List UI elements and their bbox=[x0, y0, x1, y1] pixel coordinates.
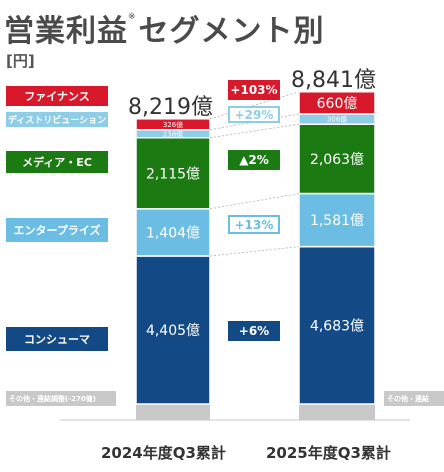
data-label-distribution-1: 306億 bbox=[327, 115, 347, 124]
growth-badge-consumer: +6% bbox=[228, 321, 280, 341]
data-label-media-ec-0: 2,115億 bbox=[146, 166, 200, 182]
data-label-distribution-0: 238億 bbox=[163, 129, 183, 138]
data-label-enterprise-0: 1,404億 bbox=[146, 225, 200, 241]
growth-badge-media-ec: ▲2% bbox=[228, 150, 280, 170]
other-adjustment-label-right: その他・連結 bbox=[384, 391, 444, 406]
data-label-finance-1: 660億 bbox=[317, 96, 358, 112]
legend-enterprise: エンタープライズ bbox=[6, 218, 108, 242]
bar-segment-consumer-0 bbox=[135, 255, 211, 405]
growth-badge-finance: +103% bbox=[228, 80, 280, 100]
data-label-finance-0: 326億 bbox=[163, 120, 183, 129]
bar-segment-other-0 bbox=[136, 404, 210, 420]
connector-media-ec bbox=[209, 123, 300, 139]
data-label-consumer-1: 4,683億 bbox=[310, 318, 364, 334]
legend-distribution: ディストリビューション bbox=[6, 112, 108, 127]
bar-segment-other-1 bbox=[299, 404, 375, 420]
bar-segment-media-ec-0 bbox=[135, 137, 211, 210]
connector-finance bbox=[209, 91, 300, 120]
connector-enterprise bbox=[209, 193, 300, 210]
bar-total-0: 8,219億 bbox=[128, 94, 213, 120]
bar-segment-finance-0 bbox=[135, 118, 211, 131]
bar-segment-finance-1 bbox=[298, 91, 376, 115]
growth-badge-enterprise: +13% bbox=[228, 215, 280, 234]
connector-consumer bbox=[209, 246, 300, 257]
bar-segment-enterprise-1 bbox=[298, 192, 376, 248]
other-adjustment-label-left: その他・連結調整(-270億) bbox=[6, 391, 116, 406]
data-label-consumer-0: 4,405億 bbox=[146, 323, 200, 339]
bar-total-1: 8,841億 bbox=[291, 67, 376, 93]
chart-title: 営業利益※セグメント別 bbox=[4, 12, 325, 49]
growth-badge-distribution: +29% bbox=[228, 106, 280, 123]
bar-segment-enterprise-0 bbox=[135, 208, 211, 257]
data-label-media-ec-1: 2,063億 bbox=[310, 152, 364, 168]
x-tick-label-2025: 2025年度Q3累計 bbox=[266, 444, 391, 462]
legend-consumer: コンシューマ bbox=[6, 327, 108, 351]
x-tick-label-2024: 2024年度Q3累計 bbox=[101, 444, 226, 462]
legend-media-ec: メディア・EC bbox=[6, 151, 108, 173]
legend-finance: ファイナンス bbox=[6, 86, 108, 106]
data-label-enterprise-1: 1,581億 bbox=[310, 213, 364, 229]
unit-label: [円] bbox=[6, 52, 35, 70]
